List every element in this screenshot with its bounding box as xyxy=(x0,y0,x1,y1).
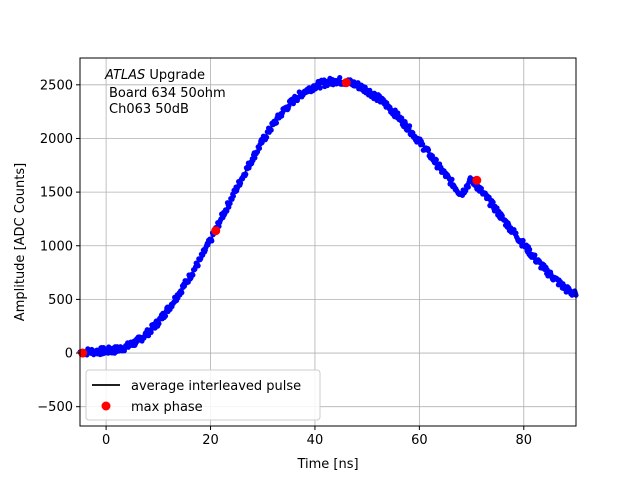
sample-point xyxy=(406,123,413,129)
sample-point xyxy=(179,290,185,296)
sample-point xyxy=(243,171,249,177)
y-tick-label: 1000 xyxy=(40,239,73,254)
annotation-line-3: Ch063 50dB xyxy=(109,102,189,117)
sample-point xyxy=(252,155,258,161)
sample-point xyxy=(209,238,215,244)
y-tick-label: 500 xyxy=(48,293,73,308)
x-tick-label: 60 xyxy=(411,433,428,448)
x-axis-ticks: 0 20 40 60 80 xyxy=(102,426,532,448)
x-tick-label: 0 xyxy=(102,433,110,448)
sample-point xyxy=(230,193,236,199)
sample-point xyxy=(429,153,436,159)
sample-point xyxy=(425,147,432,153)
sample-point xyxy=(317,85,323,91)
legend-entry-max-phase: max phase xyxy=(131,400,203,415)
max-phase-point xyxy=(211,226,221,236)
max-phase-point xyxy=(472,175,482,185)
sample-point xyxy=(449,176,455,182)
sample-point xyxy=(527,246,533,253)
sample-point xyxy=(399,115,405,121)
annotation-line-2: Board 634 50ohm xyxy=(109,86,226,101)
x-tick-label: 80 xyxy=(516,433,533,448)
y-tick-label: −500 xyxy=(37,400,73,415)
legend-box xyxy=(85,369,321,421)
sample-point xyxy=(395,110,401,116)
sample-point xyxy=(532,252,538,258)
sample-point xyxy=(264,134,270,140)
sample-point xyxy=(273,120,280,126)
x-axis-label: Time [ns] xyxy=(296,457,358,472)
y-tick-label: 0 xyxy=(65,347,73,362)
x-tick-label: 40 xyxy=(307,433,324,448)
legend-dot-swatch xyxy=(101,401,111,411)
sample-point xyxy=(465,184,471,190)
sample-point xyxy=(513,230,519,236)
sample-point xyxy=(195,263,201,269)
x-tick-label: 20 xyxy=(202,433,219,448)
sample-point xyxy=(227,200,233,207)
sample-point xyxy=(156,321,162,327)
y-axis-label: Amplitude [ADC Counts] xyxy=(13,163,28,321)
sample-point xyxy=(490,199,496,205)
sample-point xyxy=(268,127,274,133)
atlas-annotation: ATLAS Upgrade Board 634 50ohm Ch063 50dB xyxy=(104,68,226,117)
y-axis-ticks: −500 0 500 1000 1500 2000 2500 xyxy=(37,78,80,415)
sample-point xyxy=(256,145,263,151)
sample-point xyxy=(162,313,169,319)
legend-entry-average: average interleaved pulse xyxy=(131,379,301,394)
upgrade-label: Upgrade xyxy=(145,68,205,83)
sample-point xyxy=(134,338,141,344)
atlas-label: ATLAS xyxy=(104,68,145,83)
sample-point xyxy=(520,237,526,244)
y-tick-label: 2000 xyxy=(40,132,73,147)
sample-point xyxy=(190,272,196,278)
y-tick-label: 1500 xyxy=(40,186,73,201)
max-phase-point xyxy=(341,78,351,88)
sample-point xyxy=(337,75,343,81)
sample-point xyxy=(403,121,409,127)
y-tick-label: 2500 xyxy=(40,78,73,93)
sample-points-layer xyxy=(77,75,579,358)
annotation-line-1: ATLAS Upgrade xyxy=(104,68,205,83)
sample-point xyxy=(433,157,439,163)
legend: average interleaved pulse max phase xyxy=(85,369,321,421)
sample-point xyxy=(420,141,426,147)
sample-point xyxy=(224,208,230,214)
sample-point xyxy=(148,329,154,335)
plot-frame xyxy=(79,57,577,427)
